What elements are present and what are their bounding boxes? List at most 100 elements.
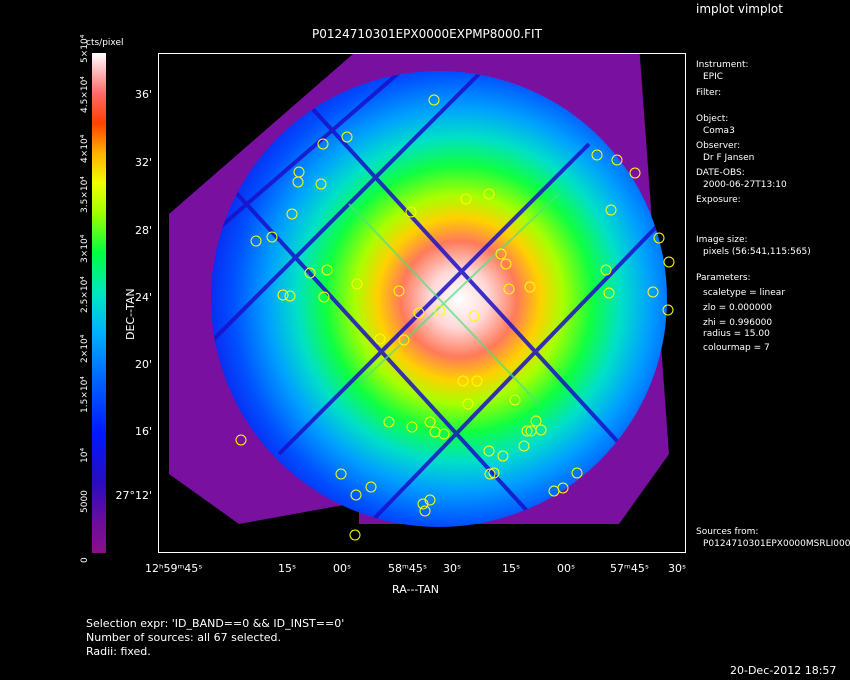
source-circle bbox=[405, 206, 417, 218]
x-tick-label: 57ᵐ45ˢ bbox=[610, 562, 649, 575]
source-count: Number of sources: all 67 selected. bbox=[86, 631, 282, 644]
source-circle bbox=[398, 334, 410, 346]
source-circle bbox=[341, 131, 353, 143]
instrument-label: Instrument: bbox=[696, 60, 749, 70]
source-circle bbox=[557, 482, 569, 494]
colorbar-tick-label: 2.5×10⁴ bbox=[80, 276, 90, 313]
object-value: Coma3 bbox=[703, 126, 735, 136]
source-circle bbox=[653, 232, 665, 244]
colorbar-tick-label: 4×10⁴ bbox=[80, 134, 90, 163]
source-circle bbox=[591, 149, 603, 161]
parameters-label: Parameters: bbox=[696, 273, 751, 283]
source-circle bbox=[419, 505, 431, 517]
source-circle bbox=[603, 287, 615, 299]
x-tick-label: 15ˢ bbox=[502, 562, 521, 575]
source-circle bbox=[483, 188, 495, 200]
timestamp: 20-Dec-2012 18:57 bbox=[730, 664, 837, 677]
source-circle bbox=[509, 394, 521, 406]
source-circle bbox=[457, 375, 469, 387]
source-circle bbox=[365, 481, 377, 493]
colorbar-tick-label: 0 bbox=[80, 557, 90, 563]
colorbar-tick-label: 3.5×10⁴ bbox=[80, 176, 90, 213]
selection-expr: Selection expr: 'ID_BAND==0 && ID_INST==… bbox=[86, 617, 345, 630]
source-circle bbox=[434, 305, 446, 317]
colorbar-tick-label: 5000 bbox=[80, 490, 90, 513]
source-circle bbox=[406, 421, 418, 433]
source-circle bbox=[525, 425, 537, 437]
source-circle bbox=[304, 267, 316, 279]
radii-note: Radii: fixed. bbox=[86, 645, 151, 658]
source-circle bbox=[484, 468, 496, 480]
app-title: implot vimplot bbox=[696, 2, 783, 16]
source-circle bbox=[530, 415, 542, 427]
colorbar-tick-label: 3×10⁴ bbox=[80, 234, 90, 263]
source-circle bbox=[524, 281, 536, 293]
y-tick-label: 27°12' bbox=[115, 489, 152, 502]
x-tick-label: 00ˢ bbox=[333, 562, 352, 575]
source-circle bbox=[424, 416, 436, 428]
source-circle bbox=[518, 440, 530, 452]
source-circle bbox=[460, 193, 472, 205]
colorbar-tick-label: 5×10⁴ bbox=[80, 34, 90, 63]
x-axis-label: RA---TAN bbox=[392, 583, 439, 596]
source-circle bbox=[277, 289, 289, 301]
source-circle bbox=[284, 290, 296, 302]
object-label: Object: bbox=[696, 114, 729, 124]
x-tick-label: 12ʰ59ᵐ45ˢ bbox=[145, 562, 203, 575]
x-tick-label: 30ˢ bbox=[443, 562, 462, 575]
colorbar-unit-label: cts/pixel bbox=[86, 38, 124, 48]
x-tick-label: 58ᵐ45ˢ bbox=[388, 562, 427, 575]
source-circle bbox=[521, 425, 533, 437]
observer-label: Observer: bbox=[696, 141, 741, 151]
y-tick-label: 16' bbox=[134, 425, 152, 438]
source-circle bbox=[374, 333, 386, 345]
source-circle bbox=[468, 310, 480, 322]
source-circle bbox=[663, 256, 675, 268]
source-circle bbox=[611, 154, 623, 166]
y-tick-label: 36' bbox=[134, 88, 152, 101]
exposure-label: Exposure: bbox=[696, 195, 741, 205]
source-circle bbox=[629, 167, 641, 179]
image-size-value: pixels (56:541,115:565) bbox=[703, 247, 811, 257]
chip-gap-lines bbox=[211, 71, 661, 526]
source-circle bbox=[383, 416, 395, 428]
filter-label: Filter: bbox=[696, 88, 722, 98]
source-circle bbox=[351, 278, 363, 290]
source-circle bbox=[315, 178, 327, 190]
sources-value: P0124710301EPX0000MSRLI0000.F bbox=[703, 539, 850, 549]
source-circle bbox=[317, 138, 329, 150]
source-circle bbox=[429, 426, 441, 438]
source-circle bbox=[438, 428, 450, 440]
date-label: DATE-OBS: bbox=[696, 168, 745, 178]
source-circles bbox=[235, 94, 675, 541]
x-tick-label: 00ˢ bbox=[557, 562, 576, 575]
y-tick-label: 24' bbox=[134, 291, 152, 304]
colorbar-tick-label: 2×10⁴ bbox=[80, 334, 90, 363]
plot-frame bbox=[158, 53, 686, 553]
source-circle bbox=[424, 494, 436, 506]
source-circle bbox=[250, 235, 262, 247]
source-circle bbox=[600, 264, 612, 276]
y-tick-label: 28' bbox=[134, 224, 152, 237]
param-zlo: zlo = 0.000000 bbox=[703, 303, 772, 313]
source-circle bbox=[318, 291, 330, 303]
observer-value: Dr F Jansen bbox=[703, 153, 755, 163]
colorbar-tick-label: 4.5×10⁴ bbox=[80, 76, 90, 113]
source-circle bbox=[605, 204, 617, 216]
x-tick-label: 15ˢ bbox=[278, 562, 297, 575]
source-circle bbox=[500, 258, 512, 270]
source-circle bbox=[413, 307, 425, 319]
source-circle bbox=[350, 489, 362, 501]
image-size-label: Image size: bbox=[696, 235, 748, 245]
source-circle bbox=[393, 285, 405, 297]
source-circle bbox=[488, 467, 500, 479]
colorbar-tick-label: 1.5×10⁴ bbox=[80, 376, 90, 413]
source-circle bbox=[292, 176, 304, 188]
source-circle bbox=[428, 94, 440, 106]
source-circle bbox=[483, 445, 495, 457]
source-circle bbox=[286, 208, 298, 220]
date-value: 2000-06-27T13:10 bbox=[703, 180, 787, 190]
source-circle bbox=[495, 248, 507, 260]
source-circle bbox=[471, 375, 483, 387]
image-panel bbox=[169, 54, 675, 541]
